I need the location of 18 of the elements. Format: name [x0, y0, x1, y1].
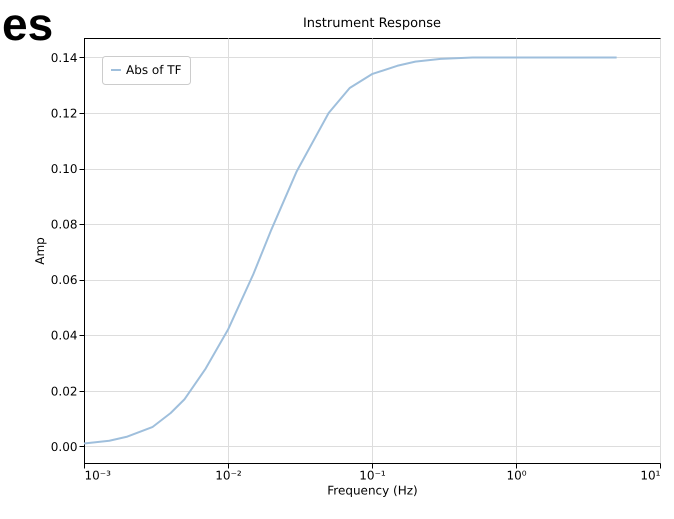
y-tick-label: 0.08: [50, 218, 78, 232]
text: es: [2, 0, 54, 50]
chart-title: Instrument Response: [302, 16, 442, 31]
y-tick-label: 0.02: [50, 384, 78, 398]
legend-label: Abs of TF: [126, 63, 182, 77]
y-tick-label: 0.14: [50, 50, 78, 65]
x-tick-label: 10⁻²: [215, 468, 242, 482]
y-tick-label: 0.00: [50, 440, 78, 454]
x-tick-label: 10⁰: [506, 468, 527, 482]
y-axis-title: Amp: [32, 237, 47, 265]
x-tick-label: 10⁻³: [84, 468, 112, 482]
x-axis-title: Frequency (Hz): [327, 484, 418, 498]
y-tick-label: 0.12: [50, 106, 78, 120]
y-tick-label: 0.10: [50, 162, 78, 176]
x-tick-label: 10¹: [640, 468, 661, 482]
x-tick-label: 10⁻¹: [359, 468, 386, 482]
y-tick-label: 0.06: [50, 273, 78, 288]
y-tick-label: 0.04: [50, 328, 78, 343]
